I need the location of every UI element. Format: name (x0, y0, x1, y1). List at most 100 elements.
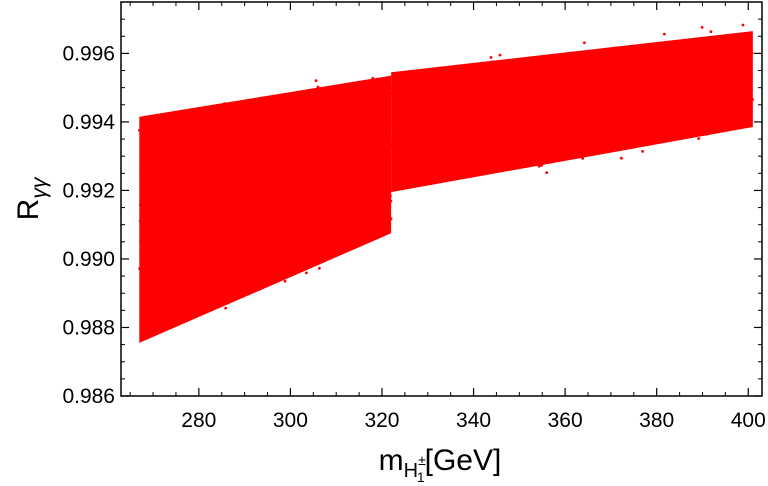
data-point (497, 84, 500, 87)
data-point (149, 229, 153, 233)
data-point (411, 163, 414, 167)
data-point (173, 310, 177, 314)
data-point (361, 181, 365, 184)
data-point (446, 123, 449, 126)
data-point (148, 195, 152, 199)
data-point (343, 214, 346, 218)
data-point (154, 195, 158, 199)
data-point (146, 272, 150, 276)
data-point (231, 145, 235, 148)
data-point (328, 232, 331, 235)
data-point (183, 236, 187, 239)
data-point (495, 123, 498, 127)
data-point (195, 206, 198, 210)
data-point (232, 200, 235, 204)
data-point (207, 225, 211, 229)
data-point (238, 154, 242, 158)
data-point (565, 129, 568, 132)
data-point (144, 262, 148, 265)
data-point (724, 112, 728, 115)
data-point (361, 159, 364, 162)
data-point (521, 82, 525, 86)
data-point (197, 187, 201, 191)
data-point (700, 88, 704, 92)
data-point (525, 127, 529, 130)
data-point (292, 172, 296, 176)
data-point (522, 105, 526, 109)
data-point (536, 91, 540, 95)
data-point (699, 106, 703, 110)
data-point (149, 291, 153, 295)
data-point (291, 148, 295, 152)
data-point (230, 248, 234, 251)
data-point (373, 112, 377, 116)
data-point (230, 203, 234, 207)
data-point (166, 220, 170, 224)
data-point (509, 144, 513, 147)
data-point (299, 234, 303, 238)
data-point (548, 114, 552, 118)
data-point (546, 108, 549, 111)
data-point (275, 161, 279, 165)
data-point (314, 197, 318, 201)
data-point (279, 186, 282, 189)
data-point (599, 76, 602, 79)
data-point (684, 76, 688, 80)
data-point (434, 125, 438, 128)
data-point (176, 204, 180, 208)
data-point (175, 215, 179, 219)
data-point (374, 139, 378, 143)
data-point (189, 175, 193, 179)
data-point (340, 191, 344, 195)
data-point (340, 136, 343, 140)
data-point (287, 144, 290, 148)
data-point (475, 167, 478, 171)
data-point (661, 118, 664, 122)
data-point (319, 228, 323, 232)
data-point (455, 100, 459, 104)
data-point (640, 116, 643, 120)
data-point (230, 259, 234, 263)
data-point (332, 204, 335, 207)
data-point (229, 130, 233, 134)
data-point (582, 90, 585, 94)
data-point (490, 60, 494, 64)
data-point (407, 116, 411, 120)
data-point (168, 254, 172, 258)
data-point (433, 93, 437, 97)
data-point (737, 83, 741, 86)
data-point (339, 165, 343, 169)
data-point (709, 65, 712, 69)
data-point (383, 145, 387, 148)
data-point (249, 152, 253, 156)
data-point (496, 149, 500, 153)
data-point (589, 122, 593, 126)
data-point (455, 117, 459, 120)
data-point (314, 234, 318, 237)
data-point (387, 127, 391, 131)
data-point (196, 213, 199, 217)
data-point (153, 200, 157, 204)
data-point (343, 179, 347, 183)
data-point (435, 118, 439, 122)
data-point (187, 243, 191, 247)
data-point (621, 100, 625, 103)
data-point (590, 94, 594, 98)
data-point (253, 176, 256, 180)
data-point (386, 173, 389, 176)
data-point (327, 173, 331, 177)
data-point (341, 141, 345, 145)
data-point (299, 191, 302, 195)
data-point (295, 148, 299, 152)
data-point (444, 134, 448, 138)
data-point (314, 150, 317, 154)
data-point (148, 249, 152, 252)
data-point (283, 148, 287, 152)
data-point (289, 148, 292, 152)
data-point (749, 84, 752, 87)
data-point (679, 74, 683, 78)
data-point (308, 226, 312, 230)
data-point (323, 188, 326, 192)
data-point (540, 118, 544, 122)
data-point (498, 149, 502, 153)
